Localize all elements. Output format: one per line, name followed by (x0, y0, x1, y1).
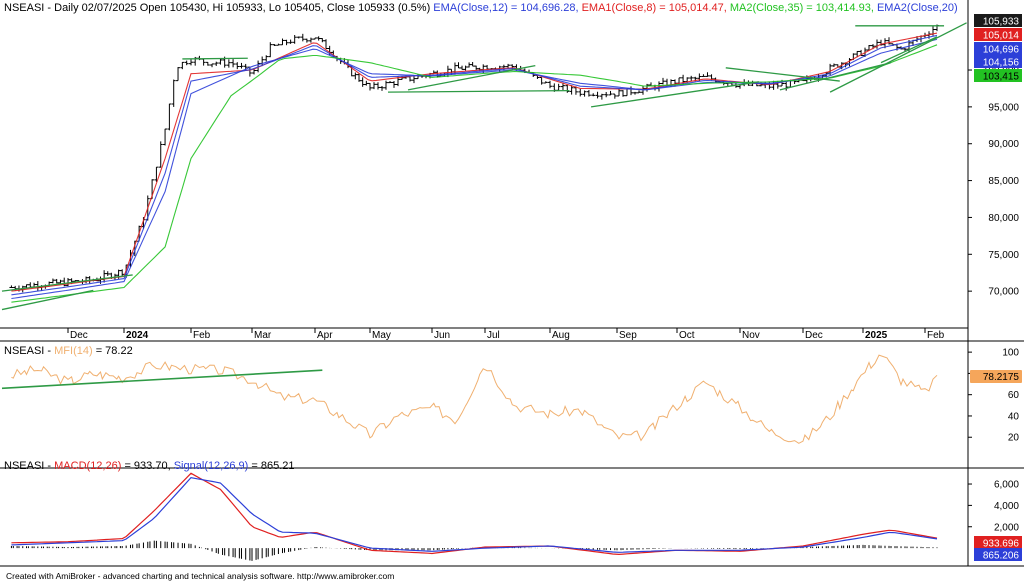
trend-line (829, 22, 967, 93)
trend-line (590, 81, 759, 108)
trend-line (182, 57, 248, 60)
trend-line (407, 64, 536, 91)
month-label: Dec (70, 330, 88, 341)
month-label: 2025 (865, 330, 888, 341)
macd-badge-bg (974, 536, 1022, 549)
mfi-y-tick-label: 40 (1008, 411, 1020, 422)
price-panel-header: NSEASI - Daily 02/07/2025 Open 105430, H… (4, 2, 958, 14)
price-header-ema8: EMA1(Close,8) = 105,014.47, (581, 2, 727, 14)
trend-line (779, 62, 892, 91)
price-y-tick-label: 75,000 (988, 250, 1019, 261)
footer-credit: Created with AmiBroker - advanced charti… (6, 571, 395, 581)
trend-line (387, 90, 570, 93)
month-label: Jul (487, 330, 500, 341)
price-badge-bg (974, 55, 1022, 68)
price-header-ma35: MA2(Close,35) = 103,414.93, (729, 2, 874, 14)
macd-y-tick-label: 2,000 (994, 522, 1019, 533)
month-label: Sep (619, 330, 637, 341)
price-y-tick-label: 85,000 (988, 176, 1019, 187)
price-y-tick-label: 90,000 (988, 139, 1019, 150)
price-badge-label: 104,696 (983, 45, 1020, 56)
mfi-badge-bg (970, 370, 1022, 383)
month-label: 2024 (126, 330, 149, 341)
price-badge-label: 103,415 (983, 72, 1020, 83)
month-label: Jun (434, 330, 450, 341)
trend-line (725, 67, 840, 82)
price-header-symbol: NSEASI - Daily 02/07/2025 Open 105430, H… (4, 2, 431, 14)
signal-header-label: Signal(12,26,9) (173, 460, 249, 472)
price-y-tick-label: 95,000 (988, 102, 1019, 113)
ma35-line (11, 44, 938, 303)
mfi-y-tick-label: 20 (1008, 433, 1020, 444)
mfi-trend-line (1, 369, 323, 390)
month-label: Nov (742, 330, 760, 341)
macd-badge-bg (974, 548, 1022, 561)
mfi-line (11, 354, 938, 444)
macd-panel-header: NSEASI - MACD(12,26) = 933.70, Signal(12… (4, 460, 295, 472)
price-badge-bg (974, 42, 1022, 55)
month-label: Feb (193, 330, 211, 341)
price-header-ema12: EMA(Close,12) = 104,696.28, (433, 2, 579, 14)
price-badge-label: 105,933 (983, 17, 1020, 28)
mfi-header-label: MFI(14) (54, 345, 93, 357)
price-badge-bg (974, 14, 1022, 27)
ema20-line (11, 38, 938, 300)
mfi-panel-header: NSEASI - MFI(14) = 78.22 (4, 345, 133, 357)
macd-header-value: = 933.70, (124, 460, 171, 472)
month-label: Aug (552, 330, 570, 341)
trend-line (880, 36, 938, 64)
signal-line (11, 476, 938, 553)
macd-y-tick-label: 4,000 (994, 501, 1019, 512)
month-label: Mar (254, 330, 272, 341)
month-label: May (372, 330, 391, 341)
price-y-tick-label: 70,000 (988, 287, 1019, 298)
mfi-y-tick-label: 60 (1008, 390, 1020, 401)
mfi-header-value: = 78.22 (95, 345, 133, 357)
macd-badge-label: 933.696 (983, 539, 1020, 550)
mfi-header-symbol: NSEASI - (4, 345, 52, 357)
price-badge-label: 104,156 (983, 58, 1020, 69)
price-badge-bg (974, 28, 1022, 41)
signal-header-value: = 865.21 (251, 460, 295, 472)
macd-header-symbol: NSEASI - (4, 460, 52, 472)
macd-badge-label: 865.206 (983, 551, 1020, 562)
price-badge-bg (974, 69, 1022, 82)
month-label: Dec (805, 330, 823, 341)
price-y-tick-label: 80,000 (988, 213, 1019, 224)
month-label: Oct (679, 330, 695, 341)
price-header-ema20: EMA2(Close,20) (876, 2, 958, 14)
trend-line (1, 274, 133, 292)
mfi-badge-label: 78.2175 (983, 372, 1020, 383)
macd-histogram-group (10, 540, 938, 561)
trend-line (1, 289, 94, 311)
month-label: Apr (317, 330, 333, 341)
price-badge-label: 105,014 (983, 31, 1020, 42)
mfi-y-tick-label: 100 (1002, 348, 1019, 359)
candles-group (9, 24, 939, 293)
macd-header-label: MACD(12,26) (54, 460, 122, 472)
macd-y-tick-label: 6,000 (994, 480, 1019, 491)
month-label: Feb (927, 330, 945, 341)
